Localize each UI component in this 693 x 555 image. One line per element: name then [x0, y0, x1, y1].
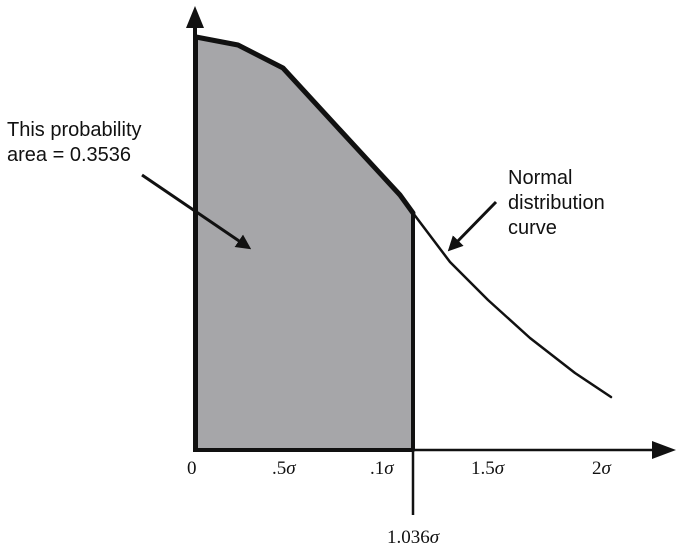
curve-annotation-line-2: distribution	[508, 192, 605, 214]
curve-pointer-arrow	[447, 200, 498, 252]
x-tick-1: .1σ	[370, 458, 394, 479]
curve-annotation-line-3: curve	[508, 217, 557, 239]
normal-curve-tail	[411, 211, 613, 399]
x-tick-0.5: .5σ	[272, 458, 296, 479]
x-tick-1.5: 1.5σ	[471, 458, 505, 479]
area-annotation-line-1: This probability	[7, 119, 142, 141]
curve-annotation-line-1: Normal	[508, 167, 573, 189]
area-pointer-arrow	[141, 173, 252, 250]
shaded-probability-area	[194, 35, 415, 452]
area-annotation: This probability area = 0.3536	[7, 118, 142, 168]
x-axis-arrowhead	[652, 441, 676, 459]
normal-curve-upper	[193, 34, 416, 216]
marker-label: 1.036σ	[387, 527, 440, 548]
curve-annotation: Normal distribution curve	[508, 166, 605, 241]
x-tick-2: 2σ	[592, 458, 612, 479]
y-axis-arrowhead	[186, 6, 204, 28]
x-tick-0: 0	[187, 458, 197, 479]
area-annotation-line-2: area = 0.3536	[7, 144, 131, 166]
